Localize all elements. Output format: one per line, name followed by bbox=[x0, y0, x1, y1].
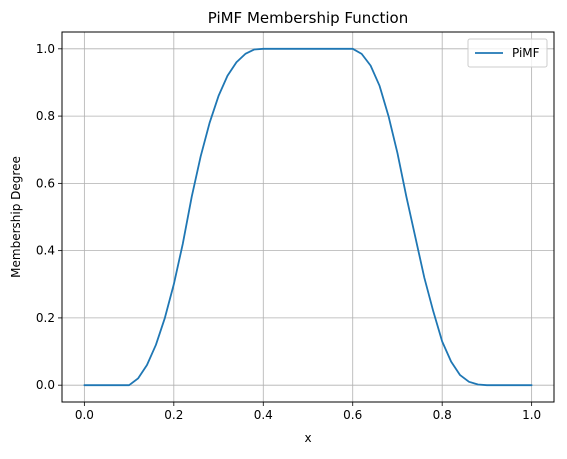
y-tick-label: 0.6 bbox=[36, 176, 55, 190]
chart-title: PiMF Membership Function bbox=[208, 9, 409, 27]
x-tick-label: 1.0 bbox=[522, 408, 541, 422]
legend-label-pimf: PiMF bbox=[512, 46, 540, 60]
legend: PiMF bbox=[468, 39, 547, 67]
y-tick-label: 1.0 bbox=[36, 42, 55, 56]
x-tick-label: 0.4 bbox=[254, 408, 273, 422]
x-tick-label: 0.6 bbox=[343, 408, 362, 422]
x-tick-label: 0.8 bbox=[433, 408, 452, 422]
y-tick-label: 0.0 bbox=[36, 378, 55, 392]
y-tick-label: 0.2 bbox=[36, 311, 55, 325]
x-axis-label: x bbox=[304, 431, 311, 445]
y-axis-label: Membership Degree bbox=[9, 156, 23, 278]
y-tick-label: 0.4 bbox=[36, 244, 55, 258]
x-tick-label: 0.0 bbox=[75, 408, 94, 422]
y-tick-label: 0.8 bbox=[36, 109, 55, 123]
x-tick-label: 0.2 bbox=[164, 408, 183, 422]
